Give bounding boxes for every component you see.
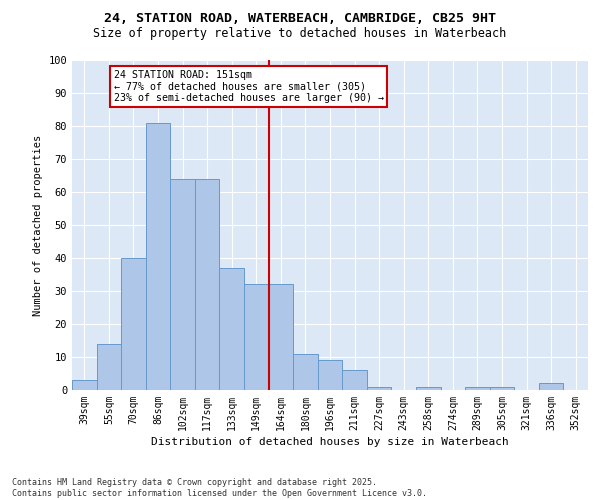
Bar [72, 380, 97, 390]
Text: 24 STATION ROAD: 151sqm
← 77% of detached houses are smaller (305)
23% of semi-d: 24 STATION ROAD: 151sqm ← 77% of detache… [114, 70, 384, 103]
Bar [293, 354, 318, 390]
Bar [465, 386, 490, 390]
X-axis label: Distribution of detached houses by size in Waterbeach: Distribution of detached houses by size … [151, 437, 509, 447]
Bar [416, 386, 440, 390]
Bar [342, 370, 367, 390]
Bar [121, 258, 146, 390]
Text: 24, STATION ROAD, WATERBEACH, CAMBRIDGE, CB25 9HT: 24, STATION ROAD, WATERBEACH, CAMBRIDGE,… [104, 12, 496, 26]
Bar [269, 284, 293, 390]
Y-axis label: Number of detached properties: Number of detached properties [33, 134, 43, 316]
Bar [220, 268, 244, 390]
Bar [367, 386, 391, 390]
Bar [170, 179, 195, 390]
Bar [195, 179, 220, 390]
Bar [539, 384, 563, 390]
Bar [318, 360, 342, 390]
Bar [146, 122, 170, 390]
Bar [97, 344, 121, 390]
Bar [244, 284, 269, 390]
Text: Contains HM Land Registry data © Crown copyright and database right 2025.
Contai: Contains HM Land Registry data © Crown c… [12, 478, 427, 498]
Text: Size of property relative to detached houses in Waterbeach: Size of property relative to detached ho… [94, 28, 506, 40]
Bar [490, 386, 514, 390]
